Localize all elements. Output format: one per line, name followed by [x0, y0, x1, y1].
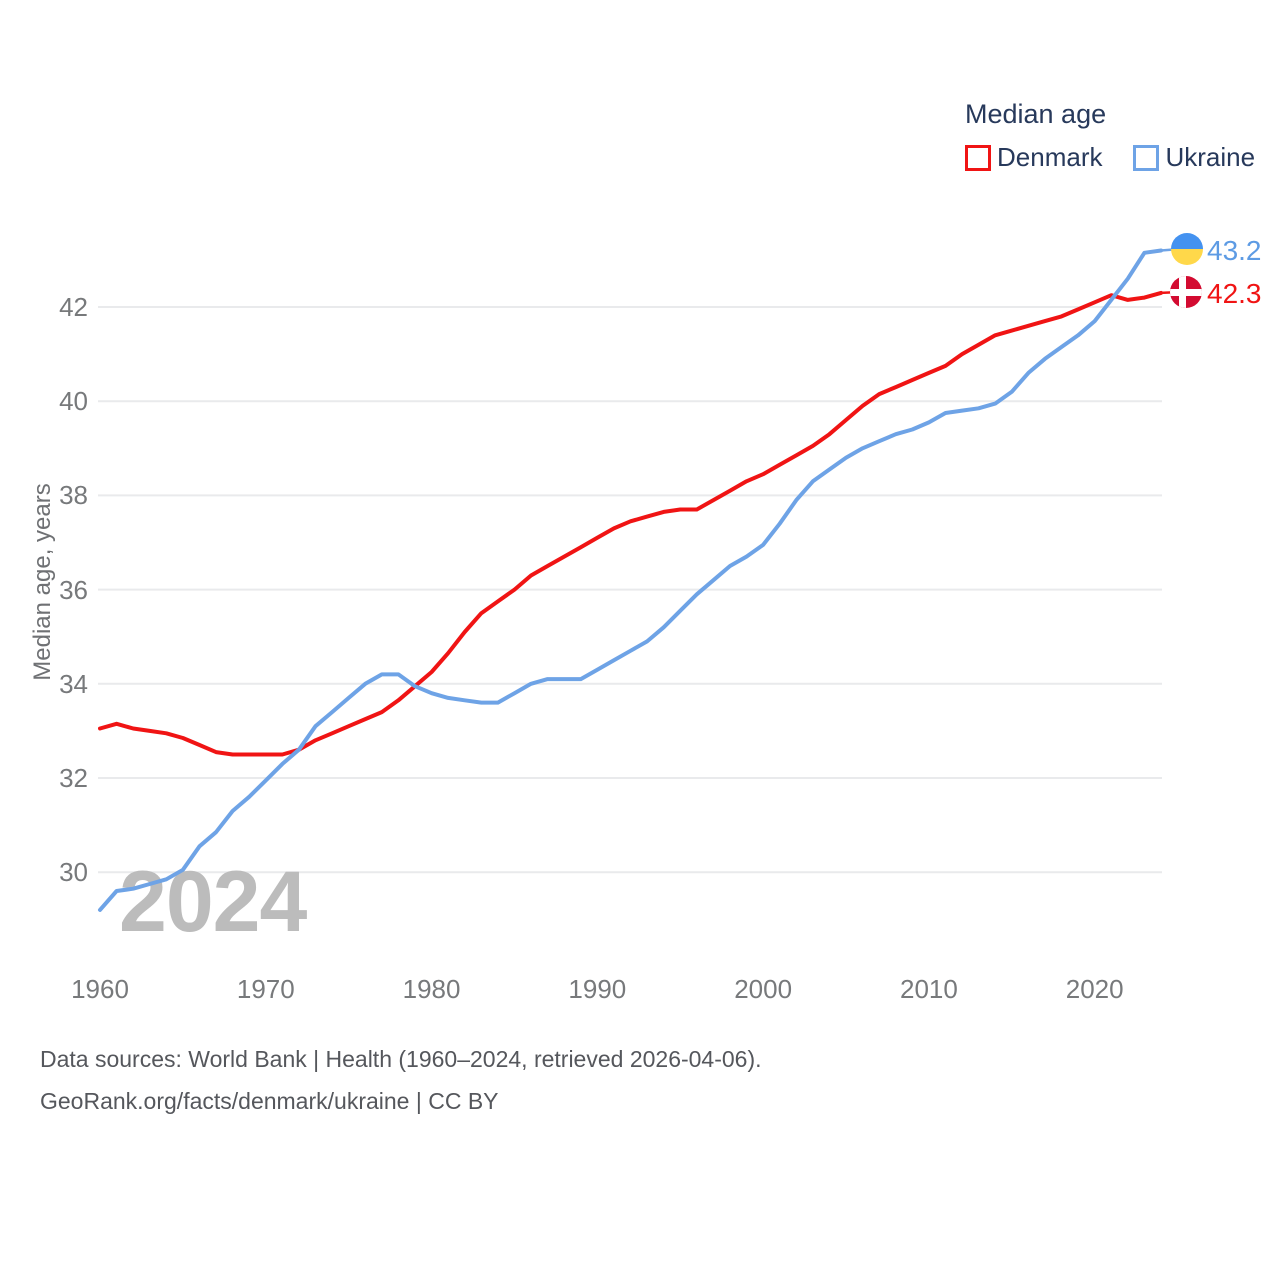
y-tick-label: 38: [59, 480, 88, 511]
x-tick-label: 1980: [402, 974, 461, 1004]
denmark-flag-icon: [1170, 276, 1202, 308]
x-tick-label: 1970: [236, 974, 295, 1004]
ukraine-line: [98, 248, 1163, 912]
gridlines-layer: [98, 306, 1162, 874]
x-tick-label: 2010: [899, 974, 958, 1004]
ukraine-flag-blue-half: [1171, 233, 1203, 249]
ukraine-flag-icon: [1171, 233, 1203, 265]
x-tick-label: 2000: [734, 974, 793, 1004]
y-tick-label: 34: [59, 668, 88, 699]
attribution-text: GeoRank.org/facts/denmark/ukraine | CC B…: [40, 1088, 499, 1114]
legend-row: Denmark Ukraine: [965, 142, 1255, 173]
denmark-swatch-icon: [965, 144, 991, 171]
legend-label-denmark: Denmark: [997, 142, 1103, 172]
denmark-end-value: 42.3: [1207, 278, 1262, 309]
ukraine-end-value: 43.2: [1207, 235, 1262, 266]
y-tick-label: 40: [59, 386, 88, 417]
y-tick-label: 36: [59, 574, 88, 605]
legend: Median age Denmark Ukraine: [965, 99, 1255, 172]
x-tick-label: 2020: [1065, 974, 1124, 1004]
legend-label-ukraine: Ukraine: [1165, 142, 1256, 172]
denmark-flag-cross-horizontal: [1170, 288, 1202, 296]
ukraine-flag-yellow-half: [1171, 249, 1203, 265]
denmark-line: [98, 290, 1163, 757]
watermark-year: 2024: [119, 854, 307, 950]
legend-title: Median age: [965, 99, 1107, 129]
y-tick-label: 32: [59, 763, 88, 793]
ukraine-swatch-icon: [1133, 144, 1160, 171]
y-tick-label: 30: [59, 857, 88, 888]
data-sources-text: Data sources: World Bank | Health (1960–…: [40, 1046, 762, 1072]
x-tick-label: 1960: [71, 974, 129, 1004]
y-tick-label: 42: [59, 292, 88, 322]
x-tick-label: 1990: [568, 974, 627, 1004]
